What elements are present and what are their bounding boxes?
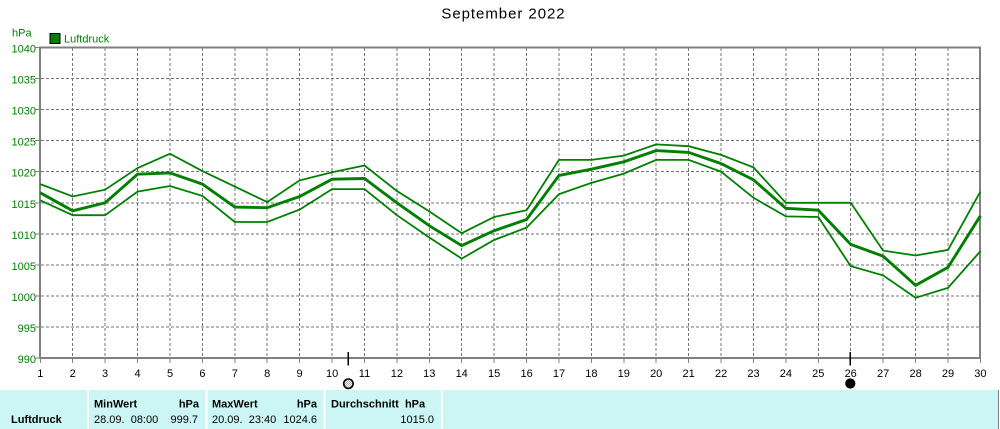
svg-text:7: 7	[232, 368, 238, 380]
svg-text:20: 20	[650, 368, 662, 380]
svg-text:MinWert: MinWert	[94, 399, 138, 411]
svg-text:13: 13	[423, 368, 435, 380]
svg-text:1000: 1000	[12, 292, 36, 304]
svg-text:11: 11	[359, 368, 370, 380]
svg-text:2: 2	[70, 368, 76, 380]
svg-text:995: 995	[18, 323, 36, 335]
svg-text:30: 30	[974, 368, 986, 380]
svg-text:26: 26	[845, 368, 857, 380]
svg-text:1005: 1005	[12, 261, 36, 273]
svg-text:1030: 1030	[12, 106, 36, 118]
svg-text:3: 3	[102, 368, 108, 380]
svg-text:hPa: hPa	[12, 28, 32, 40]
svg-text:1040: 1040	[12, 44, 36, 56]
svg-text:990: 990	[18, 354, 36, 366]
svg-text:1025: 1025	[12, 137, 36, 149]
svg-text:16: 16	[520, 368, 532, 380]
svg-text:1015: 1015	[12, 199, 36, 211]
svg-text:1035: 1035	[12, 75, 36, 87]
svg-text:28: 28	[909, 368, 921, 380]
svg-text:25: 25	[812, 368, 824, 380]
svg-text:24: 24	[780, 368, 792, 380]
svg-text:999.7: 999.7	[170, 414, 198, 426]
svg-text:5: 5	[167, 368, 173, 380]
svg-text:29: 29	[942, 368, 954, 380]
svg-text:21: 21	[682, 368, 694, 380]
svg-text:23: 23	[747, 368, 759, 380]
svg-text:12: 12	[391, 368, 403, 380]
svg-text:1: 1	[37, 368, 43, 380]
svg-text:1024.6: 1024.6	[283, 414, 317, 426]
svg-text:10: 10	[326, 368, 338, 380]
svg-text:6: 6	[199, 368, 205, 380]
svg-text:22: 22	[715, 368, 727, 380]
svg-text:8: 8	[264, 368, 270, 380]
svg-text:Durchschnitt hPa: Durchschnitt hPa	[331, 399, 426, 411]
svg-text:20.09. 23:40: 20.09. 23:40	[212, 414, 276, 426]
svg-text:1010: 1010	[12, 230, 36, 242]
svg-text:MaxWert: MaxWert	[212, 399, 258, 411]
svg-text:hPa: hPa	[297, 399, 318, 411]
svg-text:4: 4	[135, 368, 141, 380]
svg-text:1020: 1020	[12, 168, 36, 180]
svg-text:Luftdruck: Luftdruck	[11, 414, 63, 426]
svg-text:14: 14	[456, 368, 468, 380]
svg-text:9: 9	[297, 368, 303, 380]
svg-text:September 2022: September 2022	[441, 6, 565, 23]
svg-text:28.09. 08:00: 28.09. 08:00	[94, 414, 158, 426]
svg-text:19: 19	[618, 368, 630, 380]
svg-text:Luftdruck: Luftdruck	[64, 34, 110, 46]
svg-text:hPa: hPa	[179, 399, 200, 411]
svg-text:17: 17	[553, 368, 565, 380]
svg-text:1015.0: 1015.0	[400, 414, 434, 426]
svg-text:15: 15	[488, 368, 500, 380]
svg-text:18: 18	[585, 368, 597, 380]
svg-text:27: 27	[877, 368, 889, 380]
